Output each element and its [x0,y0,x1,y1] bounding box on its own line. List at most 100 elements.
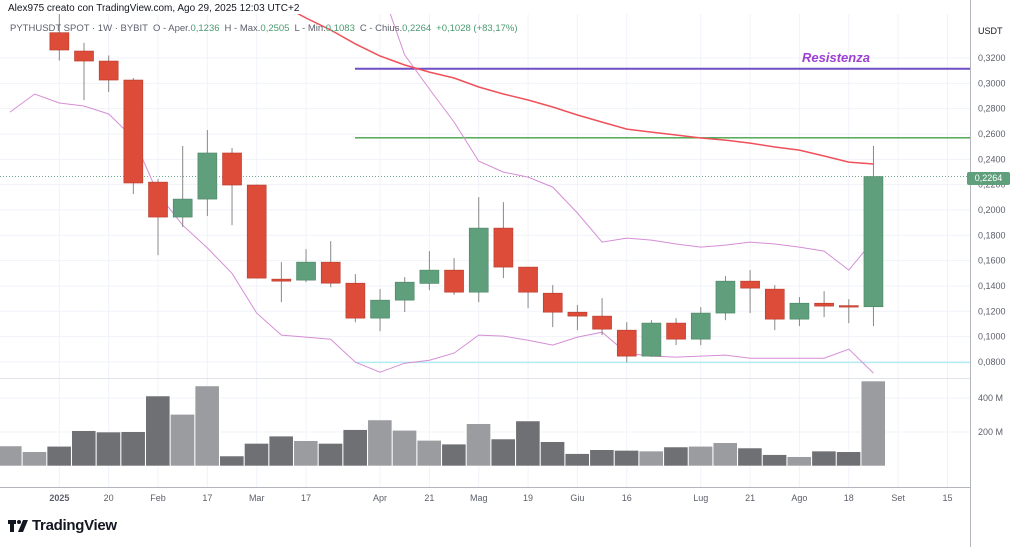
candle-down [271,278,292,282]
volume-bar [293,440,319,467]
volume-tick-label: 200 M [978,427,1003,437]
candle-down [666,322,686,340]
high-label: H - Max. [224,23,261,34]
time-tick-label: 21 [745,493,755,503]
candle-down [518,266,538,293]
candle-up [172,198,193,218]
symbol-legend: PYTHUSDT SPOT · 1W · BYBIT O - Aper.0,12… [10,23,518,34]
time-tick-label: Giu [570,493,584,503]
time-tick-label: 20 [104,493,114,503]
candle-down [345,282,366,319]
volume-bar [515,420,541,467]
symbol-info[interactable]: PYTHUSDT SPOT · 1W · BYBIT [10,23,148,34]
volume-bar [762,454,787,467]
volume-bar [367,419,393,467]
volume-bar [22,451,47,467]
price-tick-label: 0,1000 [978,332,1006,342]
price-tick-label: 0,1400 [978,281,1006,291]
volume-bar [860,380,886,467]
candle-up [370,299,390,319]
price-axis-unit[interactable]: USDT [978,26,1003,36]
volume-bar [194,385,220,467]
candle-down [444,269,464,293]
volume-bar [170,414,195,467]
candle-down [98,60,119,81]
resistance-label[interactable]: Resistenza [802,50,870,65]
volume-bar [589,449,615,467]
candle-up [296,261,316,281]
time-tick-label: 17 [202,493,212,503]
volume-bar [342,429,368,467]
time-tick-label: Set [891,493,905,503]
candle-up [641,322,662,357]
candle-up [863,176,884,308]
logo-text: TradingView [32,517,117,534]
candle-down [74,50,94,62]
candle-up [715,280,736,314]
open-label: O - Aper. [152,23,191,34]
candle-up [468,227,489,293]
price-pane [0,14,970,374]
candle-down [123,79,144,184]
candle-down [616,329,637,357]
last-price-label: 0,2264 [967,172,1010,185]
volume-bar [392,429,417,467]
tradingview-logo[interactable]: TradingView [8,517,117,534]
candle-down [542,292,563,313]
time-tick-label: Mar [249,493,265,503]
price-tick-label: 0,2600 [978,129,1006,139]
volume-bar [0,445,23,467]
tradingview-icon [8,519,28,532]
time-tick-label: 17 [301,493,311,503]
volume-bar [219,455,245,467]
volume-bar [811,450,837,467]
candle-down [592,315,612,330]
volume-bar [490,438,516,467]
time-tick-label: 19 [523,493,533,503]
volume-bar [786,456,812,467]
candle-up [789,302,810,320]
volume-bar [120,431,146,467]
time-tick-label: 16 [622,493,632,503]
chart-attribution: Alex975 creato con TradingView.com, Ago … [8,3,300,14]
volume-bar [416,440,442,467]
candle-down [740,280,760,289]
volume-bar [688,445,713,467]
volume-bar [466,423,491,467]
price-tick-label: 0,1200 [978,306,1006,316]
candle-up [419,269,440,284]
price-tick-label: 0,3000 [978,78,1006,88]
price-tick-label: 0,2000 [978,205,1006,215]
volume-bar [96,431,121,467]
moving-average-line [296,14,874,165]
band-line [389,14,874,271]
candle-up [394,281,415,301]
candle-down [764,288,785,320]
candle-down [567,311,588,317]
time-tick-label: Apr [373,493,387,503]
volume-bar [836,451,861,467]
volume-bar [564,453,590,467]
price-tick-label: 0,1600 [978,256,1006,266]
volume-bar [441,443,467,467]
time-tick-label: Feb [150,493,166,503]
candle-up [197,152,218,200]
time-tick-label: 15 [942,493,952,503]
open-value: 0,1236 [190,23,220,34]
volume-bar [663,446,689,467]
price-tick-label: 0,3200 [978,53,1006,63]
volume-bar [737,447,763,467]
volume-bar [244,443,269,467]
candle-down [49,32,70,51]
volume-bar [145,395,171,467]
volume-bar [614,450,639,467]
time-tick-label: 2025 [49,493,69,503]
time-tick-label: Ago [791,493,807,503]
candle-down [148,181,168,218]
close-label: C - Chius. [359,23,403,34]
time-tick-label: Lug [693,493,708,503]
price-tick-label: 0,1800 [978,230,1006,240]
price-tick-label: 0,2800 [978,104,1006,114]
volume-bar [712,442,738,467]
